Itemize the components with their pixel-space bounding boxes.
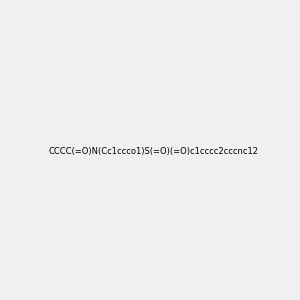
Text: CCCC(=O)N(Cc1ccco1)S(=O)(=O)c1cccc2cccnc12: CCCC(=O)N(Cc1ccco1)S(=O)(=O)c1cccc2cccnc… xyxy=(49,147,259,156)
